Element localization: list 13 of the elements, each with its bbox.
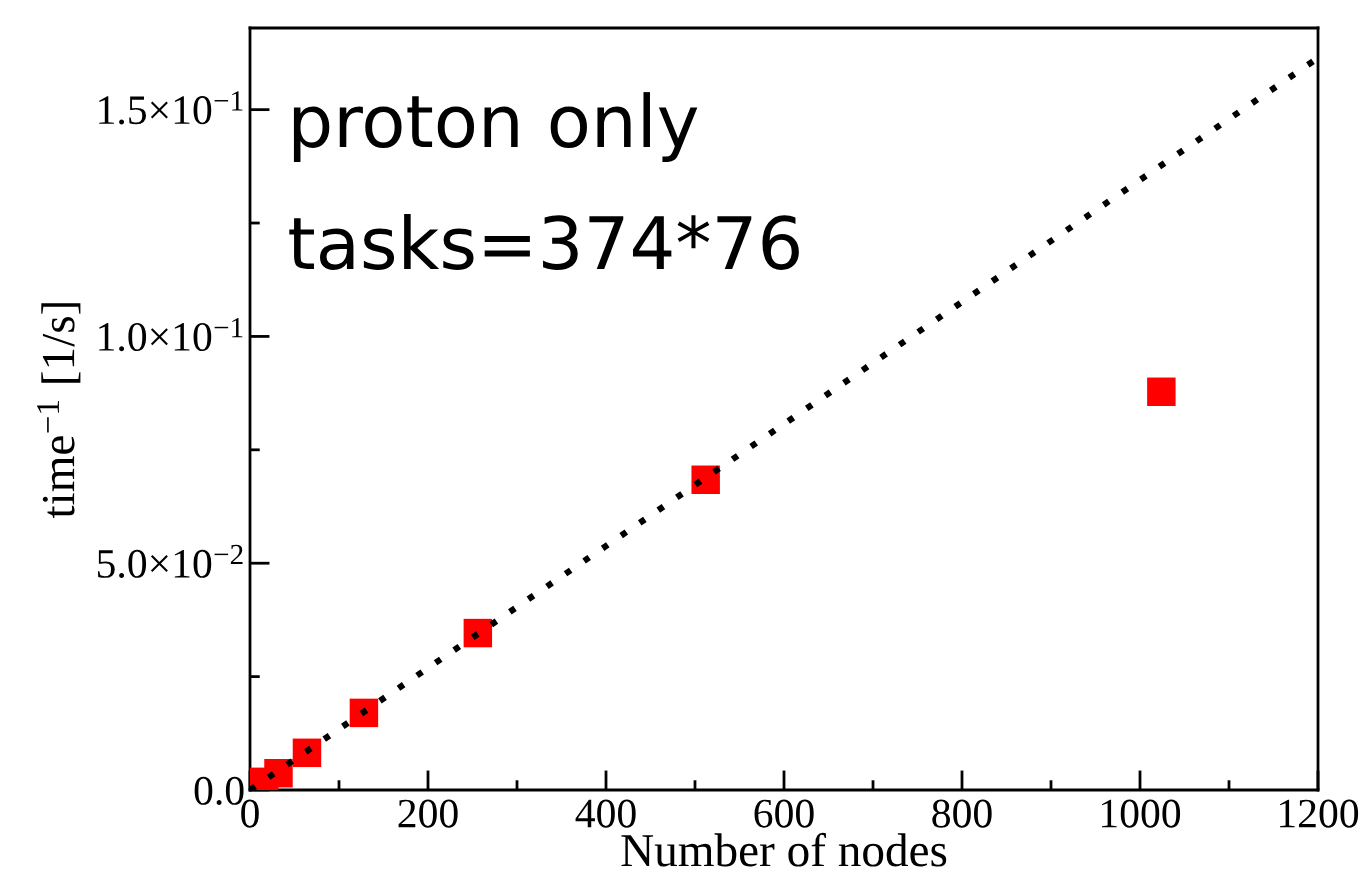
x-tick-label: 800 (932, 799, 992, 828)
x-tick-label: 1200 (1280, 799, 1359, 828)
annotation: proton only (293, 92, 698, 163)
y-tick-label: 1.5×10$^{−1}$ (99, 91, 243, 125)
x-tick-label: 400 (575, 799, 636, 828)
x-axis-title: Number of nodes (621, 832, 947, 867)
x-tick-label: 200 (398, 799, 458, 828)
y-tick-label: 1.0×10$^{−1}$ (99, 317, 243, 352)
annotation: tasks=374*76 (289, 214, 799, 270)
x-tick-label: 600 (754, 799, 814, 828)
y-tick-label: 5.0×10$^{−2}$ (97, 544, 243, 579)
y-axis-title: time$^{−1}$ [1/s] (37, 303, 81, 519)
x-tick-label: 1000 (1102, 799, 1181, 828)
